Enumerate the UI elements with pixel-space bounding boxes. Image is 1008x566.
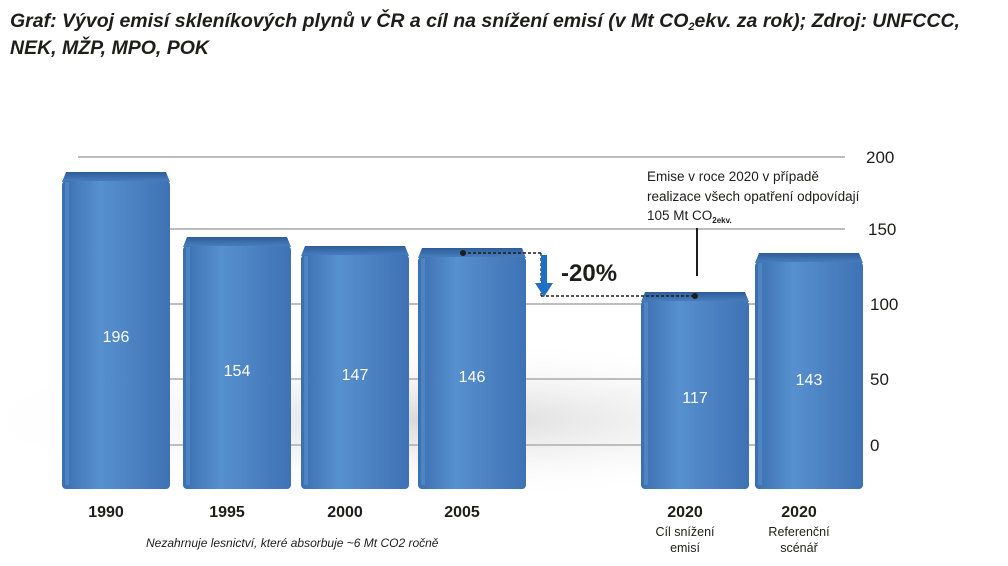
bar-1: 154 <box>183 237 291 489</box>
bar-highlight-5 <box>758 263 762 485</box>
bar-top-1 <box>183 237 291 247</box>
x-sublabel-4-line1: Cíl snížení <box>655 525 715 539</box>
annotation-line-2: realizace všech opatření odpovídají <box>647 189 860 204</box>
y-tick-200: 200 <box>866 148 894 167</box>
bar-body-3 <box>418 257 526 489</box>
x-tick-2: 2000 <box>327 504 363 521</box>
reduction-label: -20% <box>561 260 617 287</box>
bar-body-1 <box>183 246 291 489</box>
bar-body-5 <box>755 262 863 489</box>
y-tick-0: 0 <box>870 436 879 455</box>
bar-body-2 <box>301 255 409 489</box>
bar-value-label-2: 147 <box>342 367 369 384</box>
bar-highlight-0 <box>65 182 69 485</box>
x-tick-0: 1990 <box>88 504 124 521</box>
x-tick-3: 2005 <box>444 504 480 521</box>
reference-dot-target <box>692 293 698 299</box>
bar-body-0 <box>62 181 170 489</box>
bar-highlight-2 <box>304 256 308 485</box>
y-tick-100: 100 <box>870 295 898 314</box>
x-sublabel-4-line2: emisí <box>670 541 700 555</box>
bar-5: 143 <box>755 253 863 489</box>
chart-title: Graf: Vývoj emisí skleníkových plynů v Č… <box>10 10 960 59</box>
bar-top-5 <box>755 253 863 263</box>
bar-top-2 <box>301 246 409 256</box>
bar-4: 117 <box>641 292 749 489</box>
bar-3: 146 <box>418 248 526 489</box>
bar-2: 147 <box>301 246 409 489</box>
x-sublabel-5-line1: Referenční <box>768 525 830 539</box>
x-axis: 1990 1995 2000 2005 2020 Cíl snížení emisí 2020… <box>88 504 830 555</box>
x-tick-5: 2020 <box>781 504 817 521</box>
bar-value-label-0: 196 <box>103 329 130 346</box>
x-tick-1: 1995 <box>209 504 245 521</box>
annotation-line-3: 105 Mt CO2ekv. <box>647 208 732 225</box>
y-tick-150: 150 <box>868 220 896 239</box>
y-tick-50: 50 <box>870 370 889 389</box>
bar-highlight-1 <box>186 247 190 485</box>
bar-body-4 <box>641 301 749 489</box>
y-axis: 0 50 100 150 200 <box>866 148 898 455</box>
bar-value-label-1: 154 <box>224 363 251 380</box>
bars: 196 154 147 146 117 143 <box>62 172 863 489</box>
x-tick-4: 2020 <box>667 504 703 521</box>
footnote: Nezahrnuje lesnictví, které absorbuje ~6… <box>146 536 439 550</box>
bar-value-label-3: 146 <box>459 369 486 386</box>
bar-top-0 <box>62 172 170 182</box>
reduction-arrow-icon <box>535 255 553 297</box>
bar-value-label-4: 117 <box>682 390 708 407</box>
x-sublabel-5-line2: scénář <box>780 541 818 555</box>
bar-highlight-4 <box>644 302 648 485</box>
bar-top-3 <box>418 248 526 258</box>
bar-value-label-5: 143 <box>796 372 823 389</box>
reference-dot-2005 <box>460 250 466 256</box>
annotation-line-1: Emise v roce 2020 v případě <box>647 169 819 184</box>
bar-highlight-3 <box>421 258 425 485</box>
bar-0: 196 <box>62 172 170 489</box>
